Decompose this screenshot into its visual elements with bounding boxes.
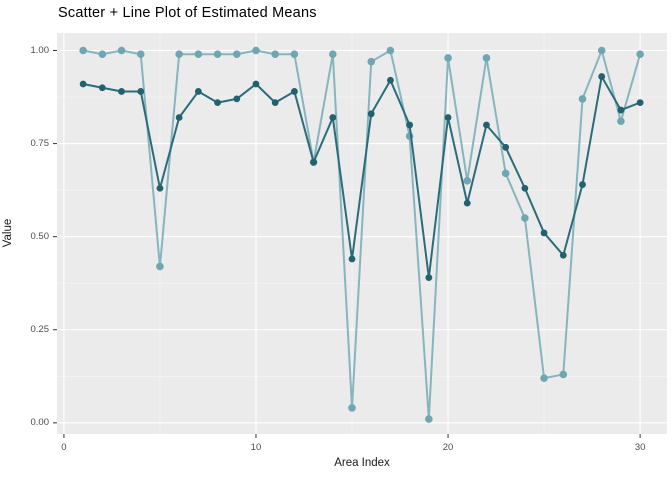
dark-teal-series-point xyxy=(271,99,279,107)
plot-title: Scatter + Line Plot of Estimated Means xyxy=(58,5,317,21)
dark-teal-series-point xyxy=(290,88,298,95)
dark-teal-series-point xyxy=(156,184,164,192)
light-teal-series-point xyxy=(252,46,260,55)
light-teal-series-point xyxy=(117,46,126,55)
dark-teal-series-point xyxy=(387,76,394,84)
light-teal-series-point xyxy=(501,169,510,178)
y-tick-label: 0.25 xyxy=(30,324,50,336)
dark-teal-series-point xyxy=(444,114,452,121)
dark-teal-series-point xyxy=(233,95,241,103)
dark-teal-series-point xyxy=(79,80,87,88)
dark-teal-series-point xyxy=(559,251,567,259)
y-tick-label: 0.00 xyxy=(30,417,50,429)
light-teal-series-point xyxy=(290,50,299,59)
dark-teal-series-point xyxy=(310,158,317,166)
light-teal-series-point xyxy=(540,374,548,382)
light-teal-series-point xyxy=(213,50,222,59)
light-teal-series-point xyxy=(521,214,529,222)
dark-teal-series-point xyxy=(540,229,548,237)
light-teal-series-point xyxy=(617,117,625,126)
dark-teal-series-point xyxy=(636,99,644,107)
dark-teal-series-point xyxy=(463,199,471,207)
light-teal-series-point xyxy=(329,50,337,59)
light-teal-series-point xyxy=(559,370,568,379)
light-teal-series-point xyxy=(482,54,491,62)
light-teal-series-point xyxy=(98,50,107,59)
dark-teal-series-point xyxy=(579,181,586,188)
y-tick-label: 1.00 xyxy=(30,44,50,56)
dark-teal-series-point xyxy=(483,121,490,129)
light-teal-series-point xyxy=(386,46,395,55)
light-teal-series-point xyxy=(444,54,452,62)
light-teal-series-point xyxy=(425,415,433,423)
x-tick-label: 0 xyxy=(61,442,67,453)
dark-teal-series-line xyxy=(82,75,641,279)
dark-teal-series-point xyxy=(137,88,145,95)
light-teal-series-point xyxy=(348,404,356,412)
light-teal-series-point xyxy=(232,50,241,59)
dark-teal-series-point xyxy=(175,114,183,121)
dark-teal-series-point xyxy=(214,99,221,107)
dark-teal-series-point xyxy=(367,110,375,118)
dark-teal-series-point xyxy=(598,73,606,80)
y-axis-title: Value xyxy=(2,218,14,248)
dark-teal-series-point xyxy=(348,255,356,263)
x-tick-label: 10 xyxy=(250,442,262,453)
dark-teal-series-point xyxy=(502,143,510,151)
dark-teal-series-point xyxy=(98,84,106,92)
dark-teal-series-point xyxy=(194,88,202,95)
dark-teal-series-point xyxy=(252,80,260,88)
dark-teal-series-point xyxy=(521,184,529,192)
light-teal-series-point xyxy=(156,262,164,271)
light-teal-series-point xyxy=(463,177,472,185)
light-teal-series-point xyxy=(194,50,203,59)
dark-teal-series-point xyxy=(329,114,337,121)
dark-teal-series-point xyxy=(617,106,625,114)
dark-teal-series-point xyxy=(425,274,433,282)
light-teal-series-point xyxy=(578,95,587,103)
dark-teal-series-point xyxy=(406,121,414,129)
light-teal-series-point xyxy=(79,46,87,55)
light-teal-series-point xyxy=(136,50,145,59)
light-teal-series-point xyxy=(271,50,279,59)
light-teal-series-point xyxy=(636,50,644,59)
light-teal-series-point xyxy=(175,50,183,59)
y-tick-label: 0.50 xyxy=(30,231,50,243)
x-tick-label: 20 xyxy=(442,442,454,453)
y-tick-label: 0.75 xyxy=(30,138,50,150)
x-tick-label: 30 xyxy=(634,442,646,453)
x-axis-title: Area Index xyxy=(334,457,390,469)
dark-teal-series-point xyxy=(118,88,125,95)
light-teal-series-point xyxy=(597,46,606,55)
light-teal-series-point xyxy=(367,57,376,66)
